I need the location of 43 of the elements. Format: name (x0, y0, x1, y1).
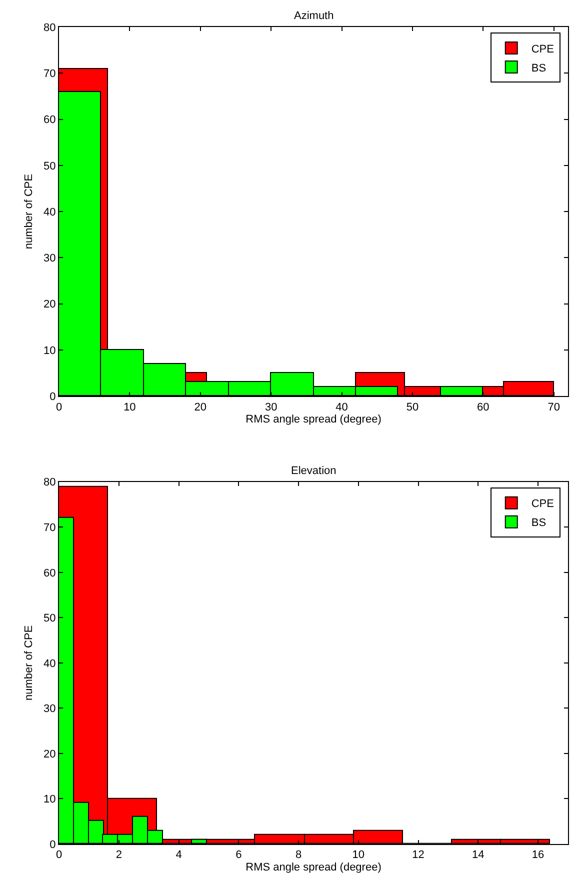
y-tick-label: 40 (44, 206, 56, 218)
x-tick-label: 10 (352, 849, 365, 862)
x-tick-label: 60 (477, 401, 490, 414)
x-tick-label: 2 (116, 849, 122, 862)
x-tick-label: 30 (264, 401, 278, 414)
x-tick-label: 12 (412, 849, 424, 862)
x-tick-label: 14 (472, 849, 484, 862)
x-tick-label: 10 (124, 401, 136, 414)
x-axis-title: RMS angle spread (degree) (246, 861, 382, 874)
y-tick-label: 20 (44, 748, 56, 760)
x-tick-label: 6 (236, 849, 242, 862)
y-axis-title: number of CPE (23, 625, 36, 701)
x-tick-label: 8 (295, 849, 302, 862)
y-tick-label: 50 (44, 160, 56, 172)
y-tick-label: 0 (50, 838, 56, 851)
x-tick-label: 50 (406, 401, 419, 414)
x-tick-label: 20 (194, 401, 207, 414)
x-tick-label: 16 (532, 849, 544, 862)
y-tick-label: 30 (44, 252, 56, 265)
y-tick-label: 10 (44, 794, 56, 806)
x-tick-label: 70 (548, 401, 560, 414)
x-axis-title: RMS angle spread (degree) (246, 413, 382, 426)
chart-title: Elevation (291, 465, 336, 477)
y-tick-label: 60 (44, 114, 56, 126)
y-tick-label: 0 (50, 390, 56, 403)
y-axis-title: number of CPE (23, 174, 36, 250)
legend-label: BS (531, 517, 546, 530)
legend-label: CPE (531, 498, 554, 510)
chart-title: Azimuth (294, 10, 334, 22)
y-tick-label: 70 (44, 68, 56, 80)
y-tick-label: 10 (44, 344, 56, 357)
legend-label: BS (531, 62, 546, 74)
x-tick-label: 4 (176, 849, 182, 862)
y-tick-label: 80 (44, 476, 56, 489)
x-tick-label: 40 (336, 401, 348, 414)
y-tick-label: 30 (44, 703, 56, 716)
y-tick-label: 60 (44, 567, 56, 580)
y-tick-label: 70 (44, 522, 56, 534)
y-tick-label: 40 (44, 658, 56, 670)
y-tick-label: 50 (44, 612, 56, 625)
y-tick-label: 80 (44, 22, 56, 34)
legend-label: CPE (531, 43, 554, 56)
y-tick-label: 20 (44, 298, 56, 311)
